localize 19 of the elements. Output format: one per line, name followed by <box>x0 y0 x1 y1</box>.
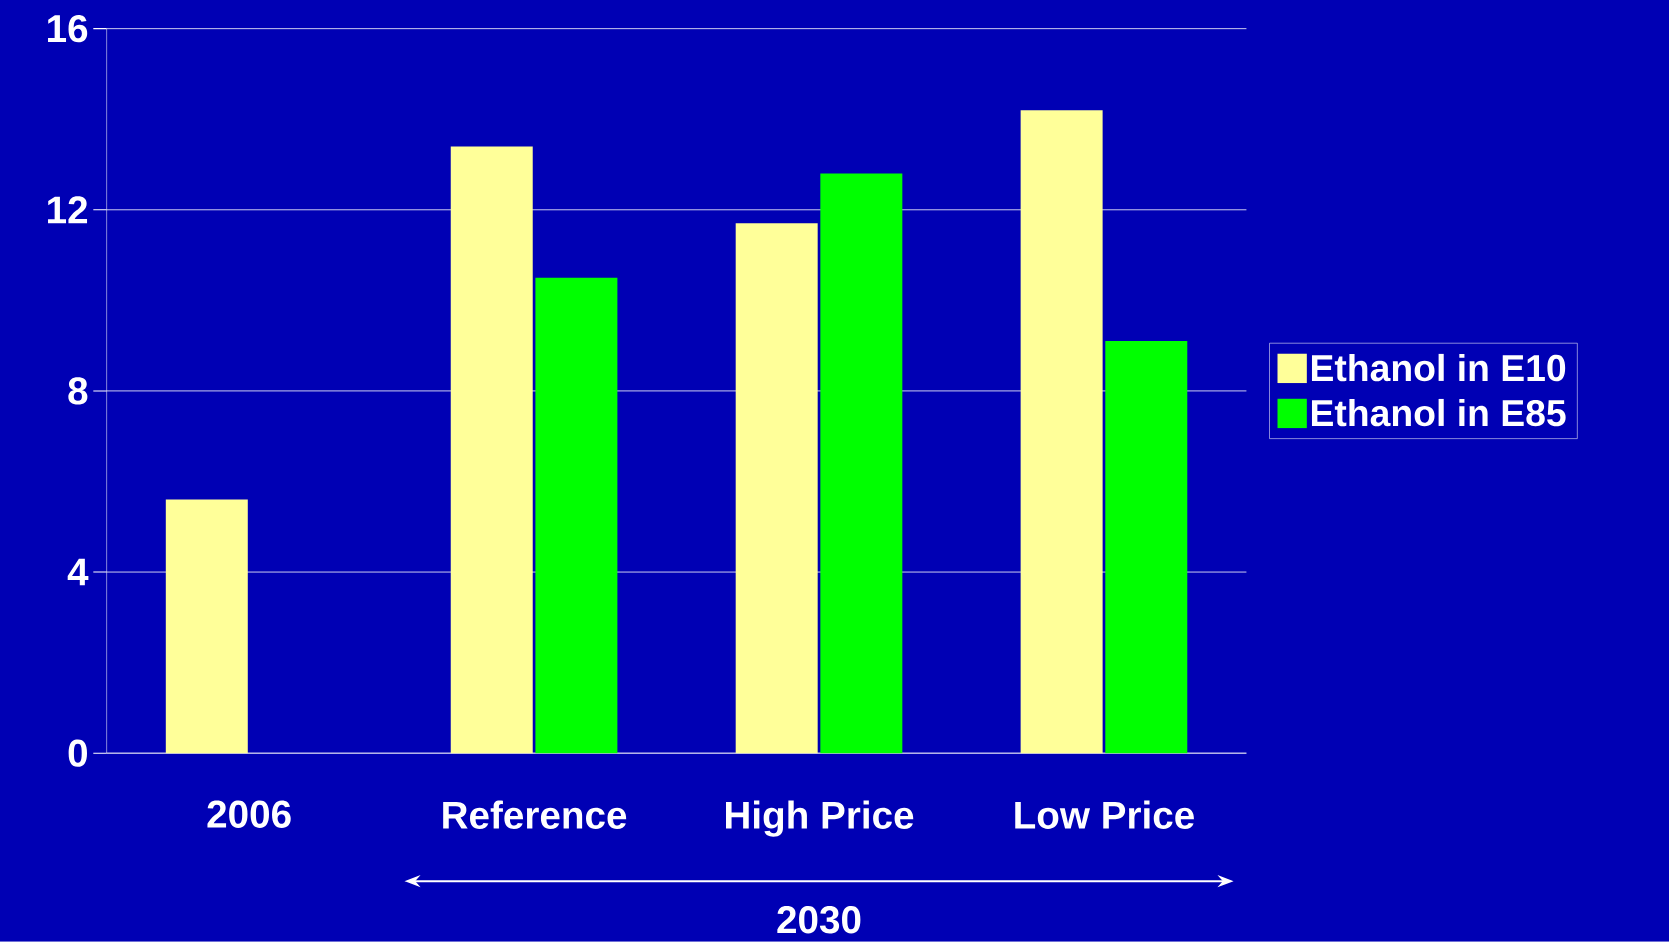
text: 2030 <box>777 906 861 934</box>
y-tick-label: 4 <box>67 558 89 586</box>
bar <box>535 277 618 754</box>
y-tick-label: 8 <box>68 377 88 405</box>
bar <box>735 223 818 754</box>
x-tick-label: 2006 <box>207 800 291 829</box>
y-tick-label: 12 <box>48 196 88 224</box>
x-tick-label: Low Price <box>1015 800 1194 830</box>
bar <box>1105 341 1188 754</box>
bar <box>820 173 903 754</box>
legend-label: Ethanol in E85 <box>1311 399 1566 427</box>
x-tick-label: High Price <box>726 800 914 837</box>
bar <box>450 146 533 754</box>
y-tick-label: 16 <box>48 15 88 43</box>
legend-label: Ethanol in E10 <box>1311 353 1566 382</box>
bar <box>165 499 248 754</box>
x-tick-label: Reference <box>443 800 627 830</box>
bar <box>1020 110 1103 754</box>
y-tick-label: 0 <box>68 739 88 767</box>
